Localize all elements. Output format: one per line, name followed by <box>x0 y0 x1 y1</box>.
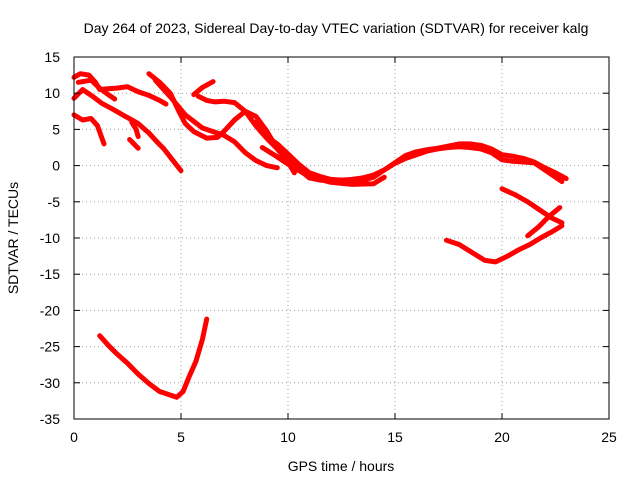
x-axis-label: GPS time / hours <box>288 458 395 474</box>
axes: 0 5 10 15 20 25 -35 -30 -25 -20 -15 -10 -5 0 5 10 15 <box>40 49 617 445</box>
y-tick-label: -30 <box>40 375 60 391</box>
y-tick-label: 15 <box>44 49 60 65</box>
series-line-8 <box>152 77 280 171</box>
y-tick-label: -35 <box>40 411 60 427</box>
x-tick-label: 15 <box>387 429 403 445</box>
series-layer <box>71 71 569 400</box>
y-tick-label: -5 <box>48 194 61 210</box>
x-tick-label: 0 <box>70 429 78 445</box>
series-line-12 <box>259 145 387 187</box>
y-tick-label: -15 <box>40 266 60 282</box>
series-line-16 <box>97 316 210 400</box>
y-tick-label: 10 <box>44 85 60 101</box>
y-axis-label: SDTVAR / TECUs <box>5 182 21 294</box>
x-tick-label: 10 <box>280 429 296 445</box>
y-tick-label: -25 <box>40 339 60 355</box>
y-tick-label: -10 <box>40 230 60 246</box>
series-line-11 <box>253 119 569 183</box>
chart-title: Day 264 of 2023, Sidereal Day-to-day VTE… <box>84 20 589 36</box>
series-line-15 <box>525 205 563 239</box>
series-line-5 <box>129 119 141 140</box>
series-line-9 <box>195 93 565 184</box>
series-line-14 <box>499 186 565 226</box>
x-tick-label: 20 <box>494 429 510 445</box>
series-line-6 <box>127 137 141 151</box>
series-line-13 <box>443 223 565 265</box>
series-line-10 <box>191 79 216 98</box>
x-tick-label: 5 <box>177 429 185 445</box>
y-tick-label: 0 <box>52 158 60 174</box>
y-tick-label: -20 <box>40 302 60 318</box>
series-line-3 <box>71 112 107 147</box>
series-line-4 <box>75 77 118 102</box>
x-tick-label: 25 <box>601 429 617 445</box>
series-line-1 <box>71 71 169 107</box>
y-tick-label: 5 <box>52 121 60 137</box>
